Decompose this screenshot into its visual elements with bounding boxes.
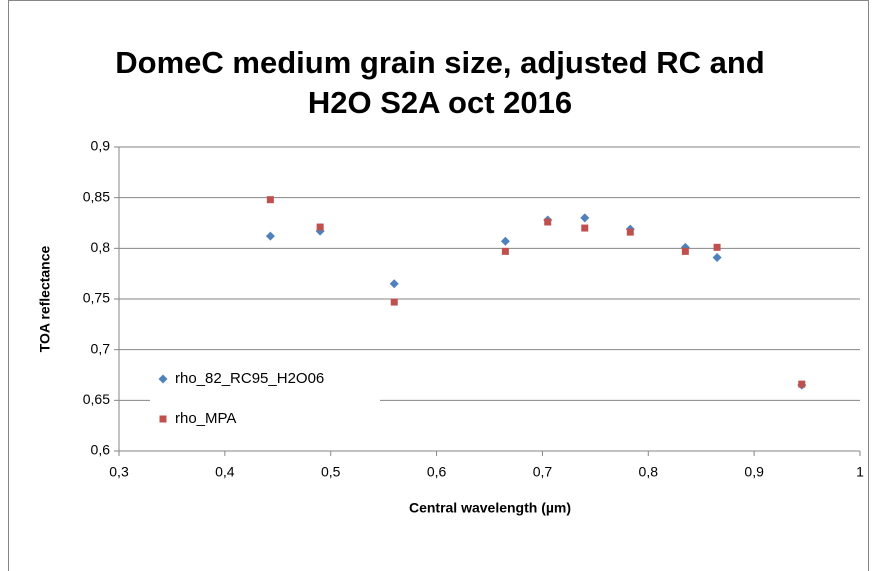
point [501, 247, 509, 255]
y-tick-label: 0,7 [91, 340, 111, 356]
y-tick-label: 0,6 [91, 442, 111, 458]
point [265, 231, 275, 241]
point [712, 252, 722, 262]
y-tick-label: 0,9 [91, 138, 111, 154]
x-axis-title: Central wavelength (µm) [409, 500, 571, 516]
chart-title: H2O S2A oct 2016 [308, 85, 572, 120]
x-tick-label: 1 [856, 464, 864, 480]
point [681, 247, 689, 255]
x-tick-label: 0,8 [639, 464, 659, 480]
point [798, 380, 806, 388]
point [266, 196, 274, 204]
point [626, 228, 634, 236]
x-tick-label: 0,6 [427, 464, 447, 480]
point [581, 224, 589, 232]
legend-marker [159, 415, 167, 423]
y-axis-title: TOA reflectance [37, 245, 53, 352]
y-tick-label: 0,85 [83, 188, 110, 204]
point [389, 279, 399, 289]
x-tick-label: 0,7 [533, 464, 553, 480]
point [713, 243, 721, 251]
point [500, 236, 510, 246]
point [390, 298, 398, 306]
y-tick-label: 0,75 [83, 290, 110, 306]
legend-marker [158, 374, 168, 384]
y-tick-label: 0,65 [83, 391, 110, 407]
legend-label: rho_82_RC95_H2O06 [175, 370, 324, 387]
x-tick-label: 0,3 [109, 464, 129, 480]
legend [150, 362, 380, 436]
x-tick-label: 0,5 [321, 464, 341, 480]
chart-title: DomeC medium grain size, adjusted RC and [115, 45, 764, 80]
x-tick-label: 0,4 [215, 464, 235, 480]
legend-label: rho_MPA [175, 410, 236, 427]
x-tick-label: 0,9 [744, 464, 764, 480]
point [316, 223, 324, 231]
chart-border [8, 0, 869, 571]
point [544, 218, 552, 226]
y-tick-label: 0,8 [91, 239, 111, 255]
point [580, 213, 590, 223]
